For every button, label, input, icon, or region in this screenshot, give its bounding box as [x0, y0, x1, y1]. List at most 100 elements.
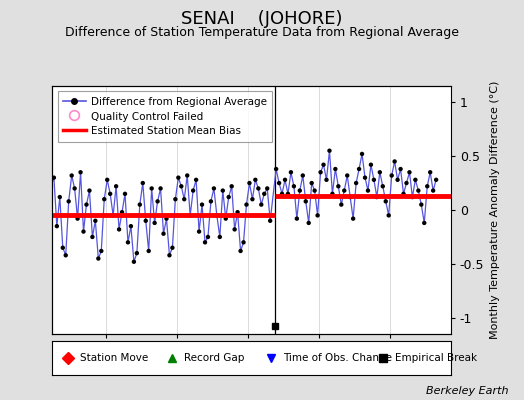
- Point: [38, 180, 46, 186]
- Point: [136, 202, 144, 208]
- Point: [367, 162, 375, 168]
- Point: [59, 244, 67, 251]
- Point: [145, 248, 153, 254]
- Point: [73, 216, 82, 222]
- Text: SENAI    (JOHORE): SENAI (JOHORE): [181, 10, 343, 28]
- Text: Empirical Break: Empirical Break: [395, 353, 477, 363]
- Point: [390, 158, 399, 165]
- Point: [432, 177, 440, 183]
- Point: [183, 172, 191, 179]
- Point: [242, 202, 250, 208]
- Point: [379, 183, 387, 190]
- Point: [322, 177, 331, 183]
- Point: [147, 185, 156, 192]
- Point: [340, 187, 348, 194]
- Point: [52, 223, 61, 229]
- Point: [44, 218, 52, 224]
- Point: [56, 194, 64, 200]
- Text: Difference of Station Temperature Data from Regional Average: Difference of Station Temperature Data f…: [65, 26, 459, 39]
- Point: [370, 177, 378, 183]
- Point: [299, 172, 307, 179]
- Point: [334, 183, 343, 190]
- Point: [381, 198, 390, 204]
- Point: [281, 177, 289, 183]
- Point: [373, 194, 381, 200]
- Point: [115, 226, 123, 233]
- Point: [313, 212, 322, 218]
- Y-axis label: Monthly Temperature Anomaly Difference (°C): Monthly Temperature Anomaly Difference (…: [490, 81, 500, 339]
- Point: [376, 169, 384, 176]
- Point: [150, 220, 159, 226]
- Point: [331, 166, 340, 172]
- Point: [41, 187, 49, 194]
- Point: [127, 223, 135, 229]
- Point: [343, 172, 352, 179]
- Point: [266, 218, 275, 224]
- Point: [316, 169, 325, 176]
- Point: [70, 185, 79, 192]
- Point: [224, 194, 233, 200]
- Point: [296, 187, 304, 194]
- Point: [423, 183, 431, 190]
- Point: [207, 198, 215, 204]
- Point: [337, 202, 345, 208]
- Point: [85, 187, 94, 194]
- Point: [97, 248, 105, 254]
- Point: [399, 191, 408, 197]
- Point: [355, 166, 363, 172]
- Point: [180, 196, 189, 202]
- Point: [91, 218, 100, 224]
- Point: [319, 162, 328, 168]
- Point: [263, 185, 271, 192]
- Point: [77, 169, 85, 176]
- Point: [290, 183, 298, 190]
- Point: [257, 202, 266, 208]
- Point: [420, 220, 429, 226]
- Point: [133, 250, 141, 256]
- Point: [358, 151, 366, 157]
- Point: [411, 177, 420, 183]
- Point: [387, 172, 396, 179]
- Point: [210, 185, 218, 192]
- Point: [417, 202, 425, 208]
- Point: [248, 196, 257, 202]
- Point: [177, 183, 185, 190]
- Point: [106, 191, 114, 197]
- Point: [310, 187, 319, 194]
- Point: [284, 191, 292, 197]
- Point: [349, 216, 357, 222]
- Point: [186, 212, 194, 218]
- Point: [103, 177, 112, 183]
- Point: [361, 174, 369, 181]
- Point: [64, 198, 73, 204]
- Point: [301, 198, 310, 204]
- Point: [94, 255, 103, 262]
- Point: [162, 216, 171, 222]
- Point: [245, 180, 254, 186]
- Point: [405, 169, 413, 176]
- Point: [47, 183, 55, 190]
- Point: [385, 212, 393, 218]
- Point: [408, 194, 417, 200]
- Point: [189, 187, 198, 194]
- Point: [213, 212, 221, 218]
- Point: [236, 248, 245, 254]
- Point: [251, 177, 259, 183]
- Point: [239, 239, 248, 246]
- Point: [124, 239, 132, 246]
- Point: [254, 185, 263, 192]
- Point: [227, 183, 236, 190]
- Point: [168, 244, 177, 251]
- Text: Record Gap: Record Gap: [184, 353, 244, 363]
- Point: [426, 169, 434, 176]
- Point: [171, 196, 180, 202]
- Point: [88, 234, 96, 240]
- Point: [231, 226, 239, 233]
- Point: [402, 180, 411, 186]
- Point: [121, 191, 129, 197]
- Text: Berkeley Earth: Berkeley Earth: [426, 386, 508, 396]
- Legend: Difference from Regional Average, Quality Control Failed, Estimated Station Mean: Difference from Regional Average, Qualit…: [58, 91, 272, 142]
- Point: [154, 198, 162, 204]
- Point: [198, 202, 206, 208]
- Point: [141, 218, 150, 224]
